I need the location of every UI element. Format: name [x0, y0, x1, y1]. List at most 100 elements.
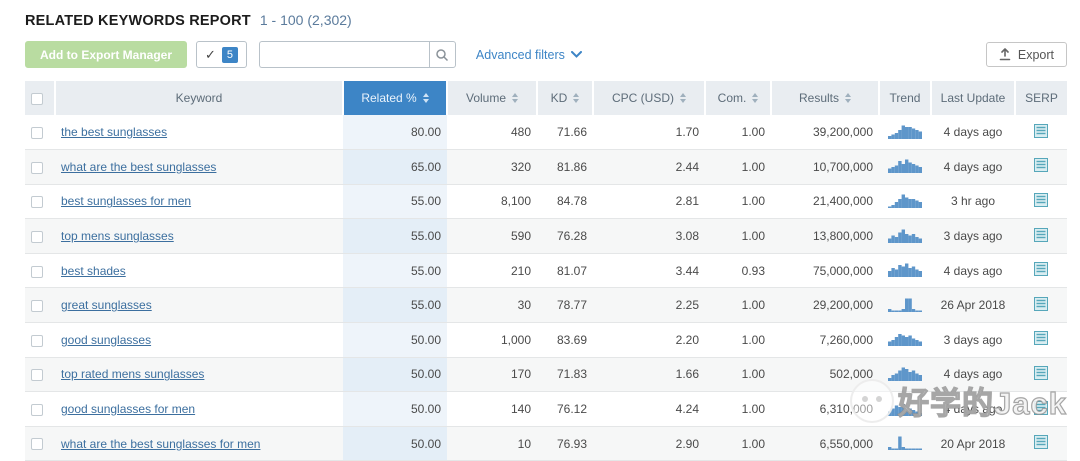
keyword-link[interactable]: good sunglasses for men: [61, 402, 196, 417]
com-value: 1.00: [741, 332, 765, 347]
related-value: 55.00: [410, 229, 441, 244]
column-header-checkbox[interactable]: [25, 81, 56, 115]
serp-icon[interactable]: [1034, 400, 1048, 415]
kd-value: 76.12: [556, 402, 587, 417]
keyword-link[interactable]: good sunglasses: [61, 332, 152, 347]
cell-volume: 170: [447, 357, 537, 393]
column-header-inner-cpc: CPC (USD): [600, 91, 698, 105]
column-header-results[interactable]: Results: [771, 81, 880, 115]
keyword-link[interactable]: what are the best sunglasses for men: [61, 436, 261, 451]
kd-value: 71.66: [556, 125, 587, 140]
cell-serp: [1015, 426, 1067, 461]
cell-keyword: best shades: [55, 253, 343, 289]
sort-up-arrow: [680, 93, 686, 97]
keyword-link[interactable]: the best sunglasses: [61, 125, 168, 140]
keyword-link[interactable]: what are the best sunglasses: [61, 159, 217, 174]
sort-down-arrow: [845, 99, 851, 103]
cell-kd: 81.86: [537, 149, 593, 185]
row-checkbox[interactable]: [31, 126, 43, 139]
cell-checkbox: [25, 287, 55, 324]
column-header-related[interactable]: Related %: [343, 81, 448, 115]
sort-down-arrow: [680, 99, 686, 103]
serp-icon[interactable]: [1034, 435, 1048, 450]
select-all-checkbox[interactable]: [31, 92, 43, 105]
sort-icon: [680, 93, 686, 103]
related-value: 55.00: [410, 194, 441, 209]
row-checkbox[interactable]: [31, 265, 43, 278]
row-checkbox[interactable]: [31, 334, 43, 347]
keyword-link[interactable]: top mens sunglasses: [61, 229, 174, 244]
row-checkbox[interactable]: [31, 438, 43, 451]
volume-value: 210: [510, 263, 531, 278]
cell-checkbox: [25, 149, 55, 185]
cpc-value: 1.70: [675, 125, 699, 140]
sort-icon: [422, 93, 429, 103]
keyword-link[interactable]: great sunglasses: [61, 298, 152, 313]
cell-cpc: 2.81: [593, 184, 705, 220]
trend-sparkline: [888, 229, 922, 243]
serp-icon[interactable]: [1034, 331, 1048, 346]
row-checkbox[interactable]: [31, 403, 43, 416]
column-label-serp: SERP: [1025, 91, 1058, 105]
sort-icon: [512, 93, 519, 103]
row-checkbox[interactable]: [31, 196, 43, 209]
cell-checkbox: [25, 218, 55, 254]
row-checkbox[interactable]: [31, 230, 43, 243]
search-input[interactable]: [258, 41, 429, 68]
row-checkbox[interactable]: [31, 161, 43, 174]
cell-kd: 84.78: [537, 184, 593, 220]
serp-icon[interactable]: [1034, 123, 1048, 138]
cell-cpc: 1.70: [593, 115, 705, 151]
serp-icon[interactable]: [1034, 192, 1048, 207]
selection-dropdown-button[interactable]: ✓ 5: [196, 41, 247, 68]
keyword-link[interactable]: top rated mens sunglasses: [61, 367, 205, 382]
com-value: 0.93: [741, 263, 765, 278]
related-value: 50.00: [410, 402, 441, 417]
table-header-row: Keyword Related % Volume KD CPC (USD) Com. Res…: [25, 81, 1067, 115]
cell-com: 1.00: [705, 149, 771, 185]
add-to-export-manager-button[interactable]: Add to Export Manager: [25, 41, 188, 68]
row-checkbox[interactable]: [31, 300, 43, 313]
cell-related: 55.00: [343, 287, 447, 324]
volume-value: 1,000: [500, 332, 531, 347]
table-row: what are the best sunglasses 65.00 320 81.8…: [25, 149, 1067, 185]
cell-results: 10,700,000: [771, 149, 879, 185]
cell-checkbox: [25, 253, 55, 289]
sort-down-arrow: [512, 99, 519, 103]
cell-related: 50.00: [343, 357, 447, 393]
serp-icon[interactable]: [1034, 365, 1048, 380]
cell-com: 1.00: [705, 357, 771, 393]
row-checkbox[interactable]: [31, 369, 43, 382]
cell-cpc: 3.44: [593, 253, 705, 289]
keyword-link[interactable]: best shades: [61, 263, 126, 278]
serp-icon[interactable]: [1034, 227, 1048, 242]
cell-trend: [879, 287, 931, 324]
volume-value: 8,100: [500, 194, 531, 209]
serp-icon[interactable]: [1034, 158, 1048, 173]
cell-kd: 71.83: [537, 357, 593, 393]
column-header-com[interactable]: Com.: [705, 81, 772, 115]
com-value: 1.00: [741, 298, 765, 313]
column-header-volume[interactable]: Volume: [447, 81, 538, 115]
column-header-last_update: Last Update: [931, 81, 1016, 115]
column-header-kd[interactable]: KD: [537, 81, 594, 115]
export-button[interactable]: Export: [985, 42, 1067, 67]
advanced-filters-link[interactable]: Advanced filters: [476, 48, 582, 62]
results-value: 10,700,000: [812, 159, 873, 174]
serp-icon[interactable]: [1034, 262, 1048, 277]
column-label-results: Results: [798, 91, 839, 105]
cell-last_update: 4 days ago: [931, 391, 1015, 427]
cell-trend: [879, 357, 931, 393]
cell-serp: [1015, 253, 1067, 289]
cell-com: 1.00: [705, 218, 771, 254]
cpc-value: 2.25: [675, 298, 699, 313]
cell-com: 1.00: [705, 322, 771, 358]
keyword-link[interactable]: best sunglasses for men: [61, 194, 192, 209]
table-row: top rated mens sunglasses 50.00 170 71.83 1.…: [25, 357, 1067, 393]
last_update-value: 4 days ago: [943, 125, 1003, 140]
search-button[interactable]: [428, 41, 456, 68]
column-header-cpc[interactable]: CPC (USD): [593, 81, 706, 115]
cell-last_update: 20 Apr 2018: [931, 426, 1015, 461]
serp-icon[interactable]: [1034, 296, 1048, 311]
cpc-value: 1.66: [675, 367, 699, 382]
